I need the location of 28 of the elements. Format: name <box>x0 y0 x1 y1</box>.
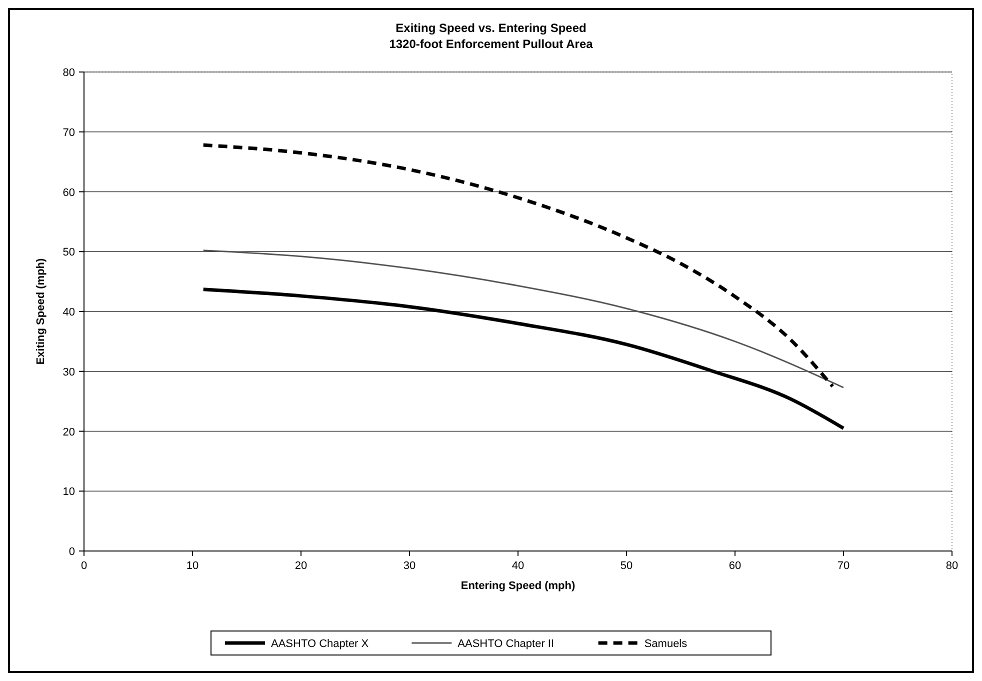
y-tick-label: 10 <box>62 486 75 498</box>
x-tick-label: 60 <box>728 560 742 572</box>
chart-subtitle: 1320-foot Enforcement Pullout Area <box>389 37 594 51</box>
line-series <box>202 288 846 430</box>
x-tick-label: 80 <box>946 560 958 572</box>
y-tick-label: 0 <box>68 546 75 558</box>
legend-label: AASHTO Chapter X <box>271 638 370 650</box>
y-tick-label: 30 <box>62 366 75 378</box>
x-tick-label: 50 <box>620 560 633 572</box>
legend-label: Samuels <box>644 638 688 650</box>
y-tick-label: 40 <box>62 306 75 318</box>
x-tick-label: 10 <box>186 560 199 572</box>
y-tick-label: 80 <box>62 67 75 79</box>
y-tick-label: 20 <box>62 426 75 438</box>
legend-label: AASHTO Chapter II <box>458 638 554 650</box>
y-tick-label: 70 <box>62 126 75 139</box>
line-series <box>202 250 844 388</box>
y-tick-label: 60 <box>62 186 75 199</box>
x-tick-label: 40 <box>512 560 524 572</box>
line-series <box>202 143 834 388</box>
y-axis-title: Exiting Speed (mph) <box>35 258 47 365</box>
y-tick-label: 50 <box>62 246 75 259</box>
x-tick-label: 0 <box>80 560 88 572</box>
chart-title: Exiting Speed vs. Entering Speed <box>396 21 586 35</box>
x-tick-label: 20 <box>294 560 308 572</box>
x-tick-label: 30 <box>403 560 416 572</box>
x-axis-title: Entering Speed (mph) <box>460 580 576 592</box>
x-tick-label: 70 <box>837 560 850 572</box>
